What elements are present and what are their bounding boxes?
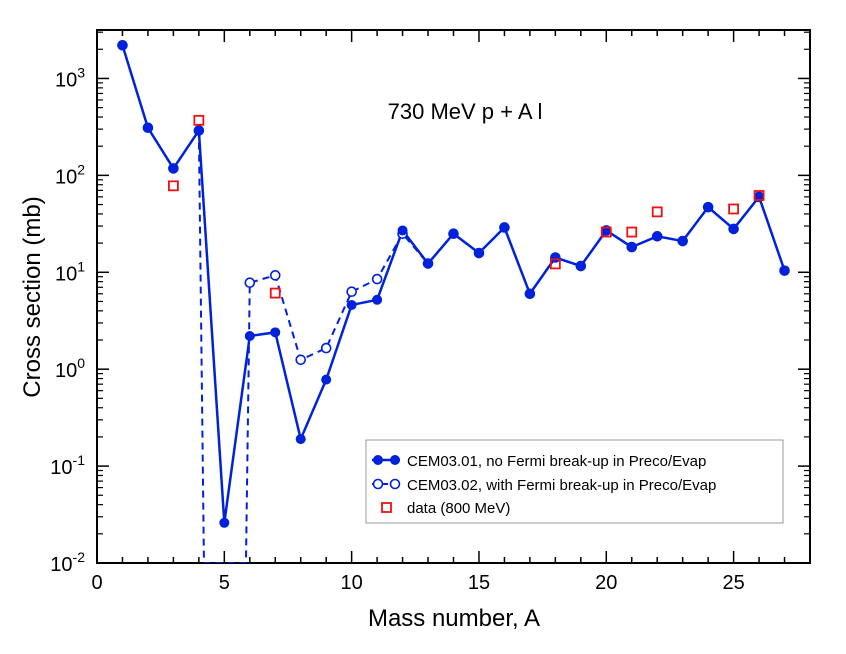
series-cem0301-point bbox=[295, 434, 306, 445]
series-cem0301-point bbox=[575, 261, 586, 272]
legend-entry-cem0301: CEM03.01, no Fermi break-up in Preco/Eva… bbox=[372, 453, 706, 470]
series-cem0301-point bbox=[703, 202, 714, 213]
x-axis-label: Mass number, A bbox=[368, 605, 540, 632]
x-tick-label: 5 bbox=[219, 572, 230, 594]
series-cem0301-point bbox=[677, 236, 688, 247]
series-cem0301-point bbox=[193, 125, 204, 136]
series-cem0301-point bbox=[779, 265, 790, 276]
series-cem0301-point bbox=[728, 223, 739, 234]
legend-label-cem0302: CEM03.02, with Fermi break-up in Preco/E… bbox=[407, 477, 716, 494]
axis-ticks: 0 5 10 15 20 25 10-2 10-1 100 101 102 103 bbox=[50, 30, 811, 594]
series-data-point bbox=[269, 287, 281, 299]
series-cem0301-point bbox=[423, 258, 434, 269]
series-cem0302-point bbox=[320, 342, 332, 354]
legend-entry-cem0302: CEM03.02, with Fermi break-up in Preco/E… bbox=[372, 477, 716, 494]
series-data-point bbox=[167, 180, 179, 192]
series-cem0301-point bbox=[448, 228, 459, 239]
series-data-point bbox=[600, 226, 612, 238]
series-cem0301-point bbox=[346, 299, 357, 310]
series-cem0301-point bbox=[117, 40, 128, 51]
series-cem0301-point bbox=[372, 294, 383, 305]
series-data-point bbox=[193, 114, 205, 126]
series-cem0301-point bbox=[321, 374, 332, 385]
series-cem0301-point bbox=[473, 248, 484, 259]
y-tick-label: 103 bbox=[55, 64, 85, 91]
series-cem0301-point bbox=[626, 242, 637, 253]
series-data-point bbox=[728, 203, 740, 215]
series-cem0301-point bbox=[550, 252, 561, 263]
series-data-point bbox=[626, 226, 638, 238]
y-tick-label: 101 bbox=[55, 258, 85, 285]
series-data-point bbox=[549, 258, 561, 270]
series-cem0302-point bbox=[244, 277, 256, 289]
series-cem0301-point bbox=[524, 288, 535, 299]
x-tick-label: 25 bbox=[722, 572, 744, 594]
series-cem0301-point bbox=[142, 122, 153, 133]
x-tick-label: 10 bbox=[341, 572, 363, 594]
series-cem0301-point bbox=[270, 327, 281, 338]
y-tick-label: 10-1 bbox=[50, 452, 85, 479]
x-tick-label: 20 bbox=[595, 572, 617, 594]
series-cem0301-point bbox=[397, 225, 408, 236]
series-cem0302-point bbox=[346, 286, 357, 298]
legend-label-data: data (800 MeV) bbox=[407, 500, 510, 517]
y-tick-label: 10-2 bbox=[50, 549, 85, 576]
series-cem0302-point bbox=[269, 270, 281, 281]
y-axis-label: Cross section (mb) bbox=[19, 196, 46, 397]
x-tick-label: 15 bbox=[468, 572, 490, 594]
series-cem0301-point bbox=[244, 330, 255, 341]
y-tick-label: 100 bbox=[55, 355, 85, 382]
series-layer bbox=[117, 39, 790, 563]
series-cem0301-point bbox=[652, 231, 663, 242]
legend-label-cem0301: CEM03.01, no Fermi break-up in Preco/Eva… bbox=[407, 453, 706, 470]
series-data-point bbox=[651, 206, 663, 218]
series-data-point bbox=[753, 190, 765, 201]
series-cem0302-point bbox=[295, 354, 307, 366]
legend: CEM03.01, no Fermi break-up in Preco/Eva… bbox=[365, 439, 784, 524]
legend-entry-data: data (800 MeV) bbox=[381, 500, 510, 517]
series-cem0301-point bbox=[499, 222, 510, 233]
series-cem0302-point bbox=[371, 273, 383, 285]
series-cem0301-point bbox=[219, 517, 230, 528]
x-tick-label: 0 bbox=[91, 572, 102, 594]
legend-box bbox=[365, 439, 784, 524]
y-tick-label: 102 bbox=[55, 161, 85, 188]
series-cem0301-point bbox=[168, 163, 179, 174]
chart-title: 730 MeV p + A l bbox=[388, 99, 543, 124]
